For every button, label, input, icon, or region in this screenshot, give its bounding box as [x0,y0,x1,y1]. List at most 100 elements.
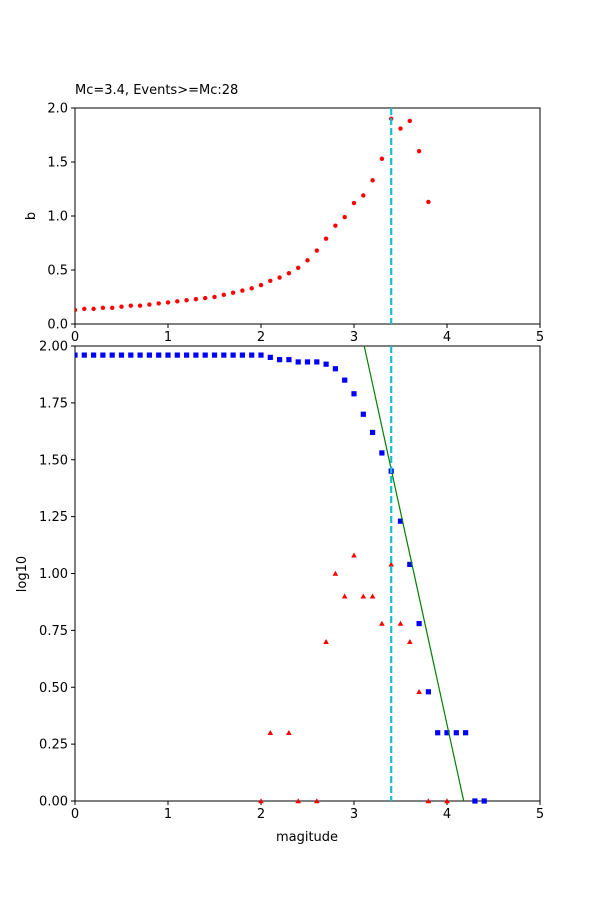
b-value-point [230,290,236,295]
cumulative-count-point [407,561,413,567]
b-value-point [268,278,273,283]
cumulative-count-point [118,352,125,358]
cumulative-count-point [91,352,97,358]
noncumulative-count-point [425,798,432,804]
b-value-point [351,200,357,206]
cumulative-count-point [202,352,208,358]
b-value-point [323,236,329,241]
y-tick-label: 1.0 [47,210,68,225]
cumulative-count-point [397,518,404,524]
cumulative-count-point [258,352,264,358]
cumulative-count-point [277,357,283,363]
y-tick-label: 0.75 [39,624,68,639]
noncumulative-count-point [323,638,329,644]
cumulative-count-point [323,361,329,367]
cumulative-count-point [435,730,441,736]
b-value-point [203,295,208,301]
cumulative-count-point [295,359,301,365]
cumulative-count-point [416,620,422,627]
cumulative-count-point [304,359,311,365]
b-value-point [249,286,254,291]
cumulative-count-point [75,352,78,358]
noncumulative-count-point [397,620,404,626]
bvalue-chart: Mc=3.4, Events>=Mc:28 0 1 2 3 4 5 0.0 0.5 1.0 1.5… [24,83,544,345]
cumulative-count-point [472,798,478,804]
x-axis-label: magitude [276,830,338,845]
x-tick-label: 2 [257,807,265,822]
cumulative-count-point [109,352,115,358]
fit-line [363,345,465,802]
x-tick-label: 4 [443,807,451,822]
b-value-point [156,301,161,306]
cumulative-count-point [137,352,143,358]
noncumulative-count-point [407,638,413,644]
cumulative-count-point [230,352,236,358]
b-value-point [407,118,412,124]
cumulative-count-point [146,352,152,358]
b-value-point [184,298,189,303]
x-tick-label: 3 [350,330,358,345]
b-value-point [110,305,115,310]
cumulative-count-point [184,352,190,358]
b-value-point [128,303,133,308]
x-tick-label: 3 [350,807,358,822]
chart-title: Mc=3.4, Events>=Mc:28 [75,83,238,98]
cumulative-count-point [239,352,245,358]
b-value-point [379,156,385,161]
cumulative-count-point [342,377,348,383]
b-value-point [137,303,143,308]
y-tick-label: 1.50 [39,453,68,468]
y-axis-label: b [24,212,39,220]
b-value-point [277,275,282,280]
cumulative-count-point [100,352,106,358]
cumulative-count-point [444,730,450,736]
noncumulative-count-point [351,552,357,558]
cumulative-count-point [193,352,199,358]
b-value-point [296,265,301,271]
cumulative-count-point [481,798,487,804]
cumulative-count-point [453,730,459,736]
cumulative-count-point [332,366,338,372]
noncumulative-count-point [332,570,339,576]
cumulative-count-point [211,352,218,358]
b-value-point [147,302,152,307]
cumulative-count-point [286,357,292,363]
y-tick-label: 2.0 [47,102,68,117]
noncumulative-count-point [286,729,292,735]
data-marks [75,108,431,324]
b-value-point [361,193,366,198]
noncumulative-count-point [360,593,367,599]
x-tick-label: 4 [443,330,451,345]
noncumulative-count-point [444,798,450,804]
data-marks [75,345,487,804]
cumulative-count-point [379,450,385,456]
b-value-point [416,149,422,154]
cumulative-count-point [463,730,469,736]
y-tick-label: 1.00 [39,567,68,582]
cumulative-count-point [314,359,320,365]
x-tick-label: 0 [71,330,79,345]
x-tick-label: 0 [71,807,79,822]
b-value-point [370,178,375,183]
noncumulative-count-point [341,593,348,599]
noncumulative-count-point [379,620,385,626]
y-tick-label: 1.5 [47,156,68,171]
b-value-point [342,214,347,220]
cumulative-count-point [81,352,87,358]
x-tick-label: 5 [536,330,544,345]
y-tick-label: 0.50 [39,681,68,696]
b-value-point [333,223,338,228]
b-value-point [91,306,96,312]
noncumulative-count-point [388,561,394,567]
b-value-point [75,307,78,313]
b-value-point [221,292,226,298]
b-value-point [165,300,171,305]
cumulative-count-point [156,352,162,358]
b-value-point [175,299,180,304]
b-value-point [286,271,292,276]
cumulative-count-point [425,689,431,695]
noncumulative-count-point [267,729,274,735]
x-tick-label: 1 [164,330,172,345]
cumulative-count-point [165,352,171,358]
